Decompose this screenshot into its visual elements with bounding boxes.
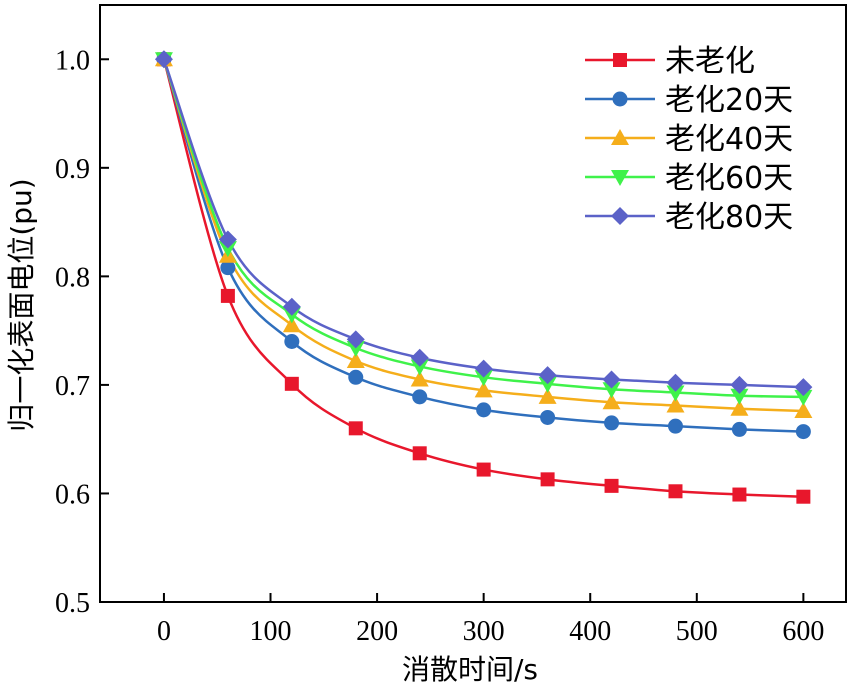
data-point-0 [284,376,299,391]
data-point-1 [795,424,811,440]
y-tick-label: 0.8 [55,262,90,293]
data-point-4 [794,378,813,397]
data-point-1 [540,409,556,425]
plot-frame [99,4,847,603]
data-point-4 [602,370,621,389]
x-tick-label: 0 [157,616,171,647]
data-point-1 [220,260,236,276]
data-point-2 [474,381,493,398]
data-point-4 [538,366,557,385]
data-point-2 [730,399,749,416]
y-tick-label: 0.7 [55,371,90,402]
x-tick-label: 300 [463,616,505,647]
data-point-0 [796,489,811,504]
axis-ticks: 0 100 200 300 400 500 600 0.5 0.6 0.7 0.8 0.9 1.0 [55,45,824,647]
data-point-2 [538,387,557,404]
data-point-1 [412,389,428,405]
x-axis-title: 消散时间/s [402,653,538,686]
data-point-1 [476,402,492,418]
data-point-2 [794,401,813,418]
legend-marker-2 [611,129,629,145]
data-point-0 [604,478,619,493]
data-point-1 [604,415,620,431]
x-tick-label: 600 [782,616,824,647]
data-point-2 [346,352,365,369]
legend-marker-3 [611,170,629,186]
data-point-4 [346,330,365,349]
x-tick-label: 500 [676,616,718,647]
data-point-4 [666,373,685,392]
y-tick-label: 0.6 [55,479,90,510]
data-point-0 [476,462,491,477]
legend-marker-4 [611,207,629,225]
data-point-4 [218,230,237,249]
data-point-3 [666,385,685,402]
data-point-0 [348,421,363,436]
data-point-2 [282,316,301,333]
data-point-2 [602,393,621,410]
data-point-4 [154,50,173,69]
legend-label-4: 老化80天 [665,200,793,235]
data-point-4 [282,297,301,316]
data-point-0 [412,446,427,461]
data-point-2 [410,370,429,387]
plot-border [99,4,847,603]
y-tick-label: 1.0 [55,45,90,76]
y-tick-label: 0.5 [55,588,90,619]
data-point-0 [220,288,235,303]
data-point-3 [602,382,621,399]
data-point-4 [474,359,493,378]
data-point-0 [540,472,555,487]
x-tick-label: 400 [569,616,611,647]
data-point-0 [668,484,683,499]
data-point-3 [474,370,493,387]
series-markers [154,50,813,504]
data-point-0 [732,487,747,502]
data-point-1 [731,421,747,437]
y-axis-title: 归一化表面电位(pu) [5,178,38,431]
legend-label-1: 老化20天 [665,83,793,118]
legend-marker-1 [612,91,628,107]
legend-label-2: 老化40天 [665,122,793,157]
x-tick-label: 200 [356,616,398,647]
data-point-1 [667,418,683,434]
data-point-4 [410,348,429,367]
data-point-2 [666,396,685,413]
data-point-3 [538,376,557,393]
data-point-3 [730,388,749,405]
data-point-3 [794,389,813,406]
legend-label-3: 老化60天 [665,161,793,196]
y-tick-label: 0.9 [55,154,90,185]
data-point-3 [218,241,237,258]
x-tick-label: 100 [250,616,292,647]
data-point-1 [284,333,300,349]
data-point-1 [348,369,364,385]
data-point-4 [730,375,749,394]
legend-marker-0 [613,53,627,67]
data-point-3 [346,341,365,358]
data-point-3 [410,359,429,376]
legend-label-0: 未老化 [665,44,755,79]
